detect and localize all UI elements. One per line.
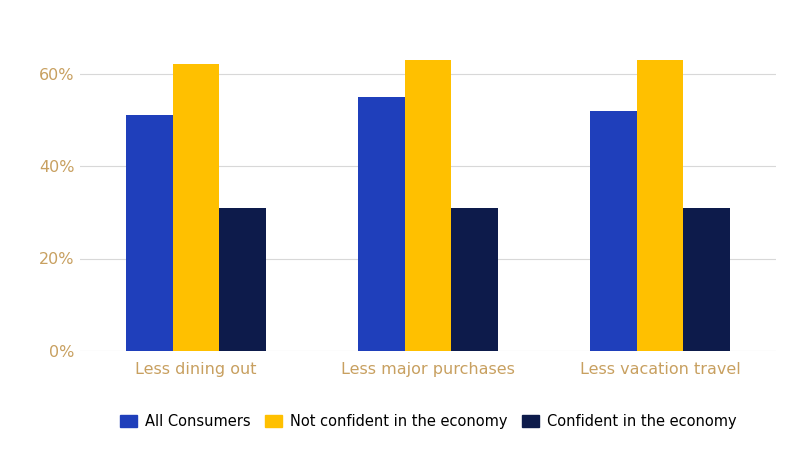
Legend: All Consumers, Not confident in the economy, Confident in the economy: All Consumers, Not confident in the econ…: [114, 408, 742, 435]
Bar: [173, 64, 219, 351]
Bar: [219, 207, 266, 351]
Bar: [683, 207, 730, 351]
Bar: [358, 97, 405, 351]
Bar: [590, 111, 637, 351]
Bar: [451, 207, 498, 351]
Bar: [126, 115, 173, 351]
Bar: [405, 59, 451, 351]
Bar: [637, 59, 683, 351]
